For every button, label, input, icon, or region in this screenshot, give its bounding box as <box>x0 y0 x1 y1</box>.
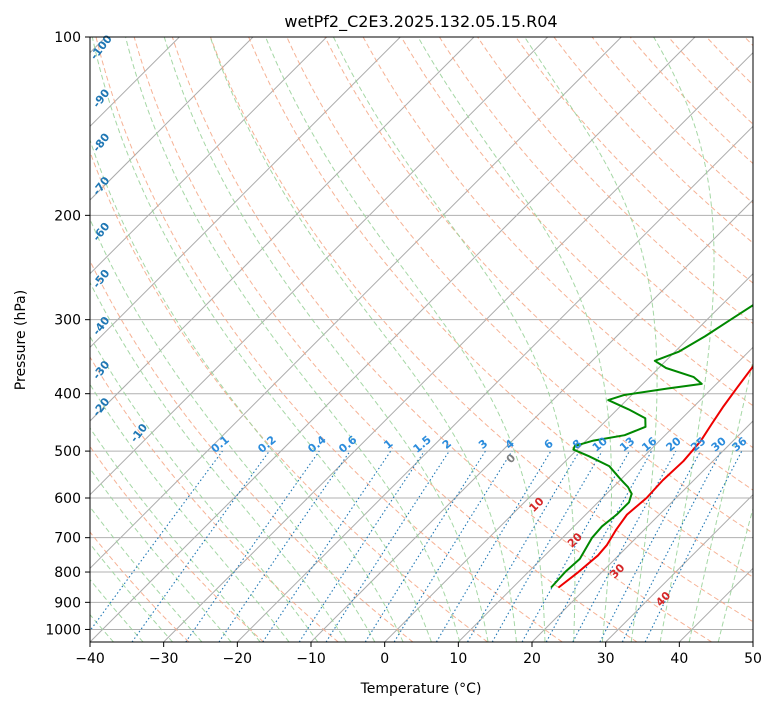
dry-adiabat-line <box>324 37 753 491</box>
dry-adiabat-line <box>286 37 753 534</box>
dry-adiabat-line <box>90 259 414 642</box>
mixing-ratio-line <box>325 450 450 642</box>
dry-adiabat-line <box>439 37 753 366</box>
moist-adiabat-line <box>90 217 376 642</box>
dry-adiabats <box>90 37 753 642</box>
plot-area <box>90 37 753 642</box>
dewpoint-profile-line <box>550 303 753 589</box>
dry-adiabat-line <box>400 37 753 407</box>
plot-frame <box>89 36 754 643</box>
dry-adiabat-line <box>133 37 638 642</box>
mixing-ratio-lines <box>90 450 743 642</box>
y-tick-label: 600 <box>54 491 81 507</box>
moist-adiabat-line <box>90 467 232 642</box>
mixing-ratio-line <box>521 450 630 642</box>
y-tick-label: 1000 <box>45 622 81 638</box>
temperature-profile-line <box>557 363 753 589</box>
isotherm-line <box>457 346 753 642</box>
moist-adiabat-line <box>417 37 613 642</box>
mixing-ratio-line <box>572 450 677 642</box>
y-tick-label: 700 <box>54 531 81 547</box>
mixing-ratio-line <box>435 450 552 642</box>
isotherm-line <box>531 420 753 642</box>
moist-adiabat-line <box>717 506 753 642</box>
isotherm-line <box>236 125 753 642</box>
y-axis-ticks: 100 200 300 400 500 600 700 800 900 1000 <box>45 30 90 638</box>
moist-adiabat-line <box>688 358 753 642</box>
x-axis-ticks: −40 −30 −20 −10 0 10 20 30 40 50 <box>75 642 762 667</box>
isotherm-line <box>90 37 328 275</box>
moist-adiabat-line <box>90 383 290 642</box>
moist-adiabat-line <box>90 335 319 642</box>
x-tick-label: 20 <box>523 651 541 667</box>
isotherm-line <box>163 51 753 642</box>
y-tick-label: 200 <box>54 208 81 224</box>
mixing-ratio-line <box>131 450 270 642</box>
y-tick-label: 800 <box>54 565 81 581</box>
moist-adiabat-line <box>163 37 489 642</box>
isotherm-line <box>90 37 401 349</box>
mixing-ratio-line <box>364 450 486 642</box>
dry-adiabat-line <box>90 150 488 642</box>
isotherm-line <box>384 272 753 642</box>
dry-adiabat-line <box>95 37 563 642</box>
x-tick-label: 10 <box>449 651 467 667</box>
y-tick-label: 300 <box>54 313 81 329</box>
y-tick-label: 900 <box>54 595 81 611</box>
dry-adiabat-line <box>248 37 753 578</box>
isobar-gridlines <box>90 37 753 630</box>
moist-adiabat-line <box>90 427 261 642</box>
y-tick-label: 400 <box>54 387 81 403</box>
moist-adiabat-line <box>524 37 658 642</box>
moist-adiabats <box>90 37 753 642</box>
dry-adiabat-line <box>362 37 753 449</box>
moist-adiabat-line <box>125 37 461 642</box>
mixing-ratio-line <box>545 450 653 642</box>
mixing-ratio-line <box>185 450 320 642</box>
dry-adiabat-line <box>90 356 339 642</box>
moist-adiabat-line <box>265 37 546 642</box>
dry-adiabat-line <box>477 37 753 325</box>
moist-adiabat-line <box>209 37 517 642</box>
moist-adiabat-line <box>91 37 432 642</box>
sounding-series <box>550 303 753 589</box>
dry-adiabat-line <box>210 37 753 623</box>
x-tick-label: −40 <box>75 651 105 667</box>
x-tick-label: −10 <box>296 651 326 667</box>
chart-title: wetPf2_C2E3.2025.132.05.15.R04 <box>284 12 557 32</box>
y-axis-label: Pressure (hPa) <box>13 290 29 390</box>
isotherm-line <box>90 37 696 642</box>
x-tick-label: 50 <box>744 651 762 667</box>
mixing-ratio-line <box>467 450 580 642</box>
moist-adiabat-line <box>90 138 404 642</box>
isotherm-line <box>90 37 622 570</box>
dry-adiabat-line <box>90 531 190 642</box>
isotherm-line <box>90 37 549 496</box>
mixing-ratio-line <box>393 450 513 642</box>
dry-adiabat-line <box>591 37 753 204</box>
isotherm-line <box>605 493 753 642</box>
x-axis-label: Temperature (°C) <box>360 681 482 697</box>
dry-adiabat-line <box>171 37 712 642</box>
dry-adiabat-line <box>553 37 753 244</box>
y-tick-label: 500 <box>54 444 81 460</box>
mixing-ratio-line <box>90 450 223 632</box>
moist-adiabat-line <box>332 37 576 642</box>
x-tick-label: −30 <box>149 651 179 667</box>
mixing-ratio-line <box>218 450 351 642</box>
moist-adiabat-line <box>653 37 715 642</box>
mixing-ratio-line <box>491 450 603 642</box>
y-tick-label: 100 <box>54 30 81 46</box>
x-tick-label: 30 <box>597 651 615 667</box>
x-tick-label: −20 <box>223 651 253 667</box>
x-tick-label: 40 <box>670 651 688 667</box>
isotherm-line <box>90 37 475 422</box>
moist-adiabat-line <box>90 281 347 642</box>
x-tick-label: 0 <box>380 651 389 667</box>
isotherm-line <box>90 37 254 201</box>
